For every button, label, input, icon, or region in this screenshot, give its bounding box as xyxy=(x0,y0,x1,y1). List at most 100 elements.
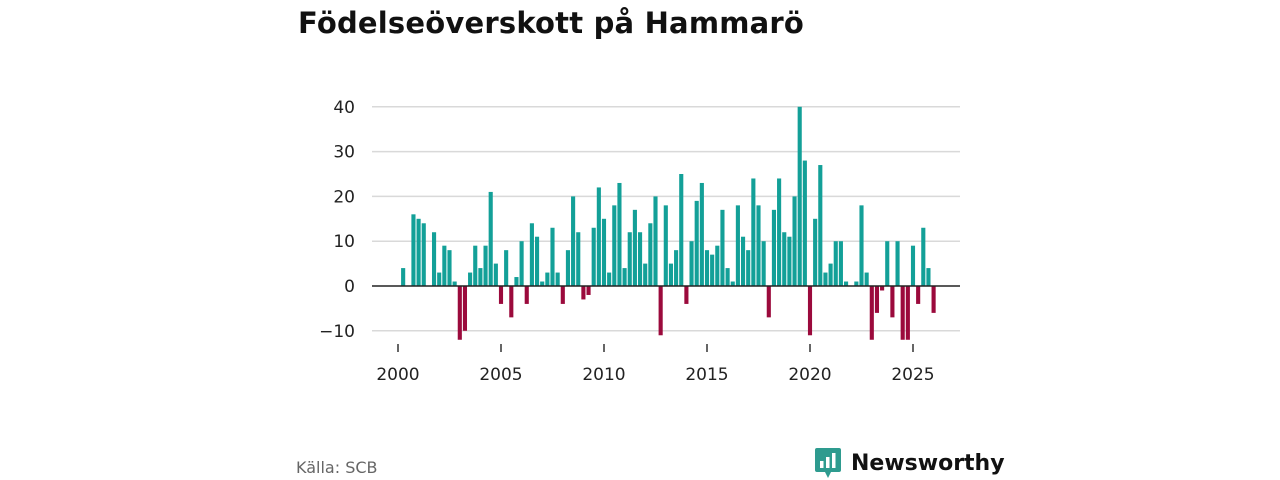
bar-positive xyxy=(725,268,730,286)
bar-positive xyxy=(591,227,596,286)
bar-positive xyxy=(689,241,694,286)
x-tick-label: 2000 xyxy=(376,365,419,385)
bar-negative xyxy=(462,286,468,331)
x-axis-ticks: 2000 2005 2010 2015 2020 2025 xyxy=(376,344,935,385)
bar-negative xyxy=(900,286,905,340)
bar-negative xyxy=(880,286,885,291)
bar-positive xyxy=(854,281,859,286)
x-tick-label: 2020 xyxy=(788,365,831,385)
bar-positive xyxy=(637,232,643,286)
bar-positive xyxy=(468,272,473,286)
bar-positive xyxy=(565,250,571,286)
bar-positive xyxy=(679,174,684,286)
bar-positive xyxy=(473,245,478,286)
bar-negative xyxy=(586,286,591,295)
bar-negative xyxy=(524,286,529,304)
bar-negative xyxy=(916,286,921,304)
bar-positive xyxy=(674,250,679,286)
bar-positive xyxy=(843,281,849,286)
bar-positive xyxy=(643,263,648,286)
bar-negative xyxy=(807,286,813,336)
bar-negative xyxy=(560,286,565,304)
bar-positive xyxy=(761,241,766,286)
bar-positive xyxy=(782,232,787,286)
bar-positive xyxy=(838,241,843,286)
bar-negative xyxy=(890,286,895,318)
bar-positive xyxy=(921,227,926,286)
bar-positive xyxy=(442,245,447,286)
y-tick-label: 0 xyxy=(344,277,355,297)
bar-positive xyxy=(885,241,890,286)
bar-positive xyxy=(797,106,802,286)
bar-positive xyxy=(540,281,545,286)
bar-positive xyxy=(802,160,807,286)
y-tick-label: 30 xyxy=(333,143,355,163)
bar-positive xyxy=(437,272,442,286)
bar-positive xyxy=(756,205,761,286)
bar-positive xyxy=(478,268,483,286)
bar-positive xyxy=(833,241,838,286)
bar-positive xyxy=(730,281,735,286)
bar-positive xyxy=(859,205,864,286)
bar-positive xyxy=(596,187,601,286)
y-axis-ticks: −10 0 10 20 30 40 xyxy=(319,98,355,342)
bar-positive xyxy=(632,209,637,286)
bar-negative xyxy=(509,286,514,318)
bar-positive xyxy=(519,241,524,286)
bar-positive xyxy=(493,263,498,286)
bar-positive xyxy=(787,236,792,286)
bar-positive xyxy=(895,241,900,286)
bar-positive xyxy=(910,245,916,286)
y-tick-label: 40 xyxy=(333,98,355,118)
x-tick-label: 2005 xyxy=(479,365,522,385)
bar-negative xyxy=(457,286,462,340)
bar-positive xyxy=(704,250,710,286)
bar-positive xyxy=(622,268,627,286)
bar-negative xyxy=(581,286,586,300)
bar-positive xyxy=(648,223,653,286)
bar-positive xyxy=(401,268,406,286)
bar-positive xyxy=(663,205,668,286)
newsworthy-logo[interactable]: Newsworthy xyxy=(815,447,1005,479)
bar-positive xyxy=(818,165,823,286)
bar-positive xyxy=(545,272,550,286)
bar-positive xyxy=(828,263,833,286)
bar-positive xyxy=(751,178,756,286)
bar-negative xyxy=(905,286,910,340)
bar-positive xyxy=(529,223,534,286)
x-tick-label: 2025 xyxy=(891,365,934,385)
bar-positive xyxy=(534,236,540,286)
bar-chart-logo-icon xyxy=(815,448,841,478)
y-tick-label: 20 xyxy=(333,187,355,207)
bar-positive xyxy=(514,277,519,286)
bar-positive xyxy=(926,268,931,286)
bar-positive xyxy=(864,272,869,286)
bar-positive xyxy=(416,218,421,286)
bar-positive xyxy=(488,191,493,286)
bar-positive xyxy=(447,250,452,286)
bar-positive xyxy=(653,196,658,286)
bar-negative xyxy=(931,286,936,313)
bar-positive xyxy=(699,182,704,286)
bar-positive xyxy=(771,209,777,286)
bar-positive xyxy=(627,232,632,286)
bar-positive xyxy=(421,223,426,286)
chart-title: Födelseöverskott på Hammarö xyxy=(298,6,805,40)
bar-positive xyxy=(612,205,617,286)
bar-positive xyxy=(576,232,581,286)
x-tick-label: 2010 xyxy=(582,365,625,385)
brand-name: Newsworthy xyxy=(851,450,1005,476)
bar-negative xyxy=(498,286,504,304)
bar-negative xyxy=(874,286,880,313)
bar-positive xyxy=(694,200,699,286)
bar-positive xyxy=(617,182,622,286)
bar-negative xyxy=(684,286,689,304)
bar-positive xyxy=(792,196,797,286)
y-tick-label: 10 xyxy=(333,232,355,252)
bar-positive xyxy=(555,272,560,286)
bar-positive xyxy=(571,196,576,286)
x-tick-label: 2015 xyxy=(685,365,728,385)
bar-positive xyxy=(823,272,828,286)
bar-positive xyxy=(715,245,720,286)
